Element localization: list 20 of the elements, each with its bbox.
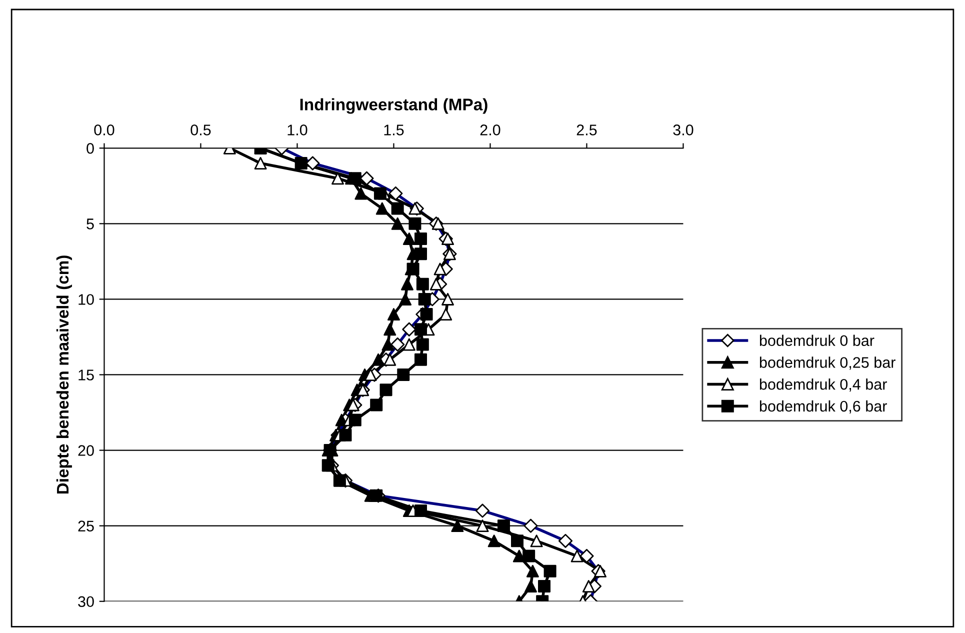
x-tick-label: 1.5: [384, 124, 404, 136]
x-tick-label: 2.0: [480, 124, 500, 136]
legend-label: bodemdruk 0,25 bar: [760, 356, 896, 370]
y-tick-label: 20: [78, 445, 94, 456]
x-tick-label: 2.5: [576, 124, 597, 136]
y-tick-label: 25: [78, 520, 94, 532]
y-axis-title: Diepte beneden maaiveld (cm): [56, 256, 72, 494]
x-tick-label: 1.0: [288, 124, 308, 136]
y-tick-label: 0: [86, 142, 94, 154]
y-tick-label: 15: [78, 370, 94, 380]
x-axis-title: Indringweerstand (MPa): [300, 98, 488, 114]
legend-label: bodemdruk 0 bar: [760, 334, 874, 346]
x-tick-label: 3.0: [673, 124, 694, 136]
x-tick-label: 0.5: [190, 124, 211, 136]
x-tick-label: 0.0: [94, 124, 114, 136]
legend-label: bodemdruk 0,6 bar: [760, 400, 887, 414]
y-tick-label: 30: [78, 596, 94, 608]
y-tick-label: 5: [86, 218, 94, 230]
y-tick-label: 10: [78, 294, 94, 305]
legend-label: bodemdruk 0,4 bar: [760, 378, 887, 392]
